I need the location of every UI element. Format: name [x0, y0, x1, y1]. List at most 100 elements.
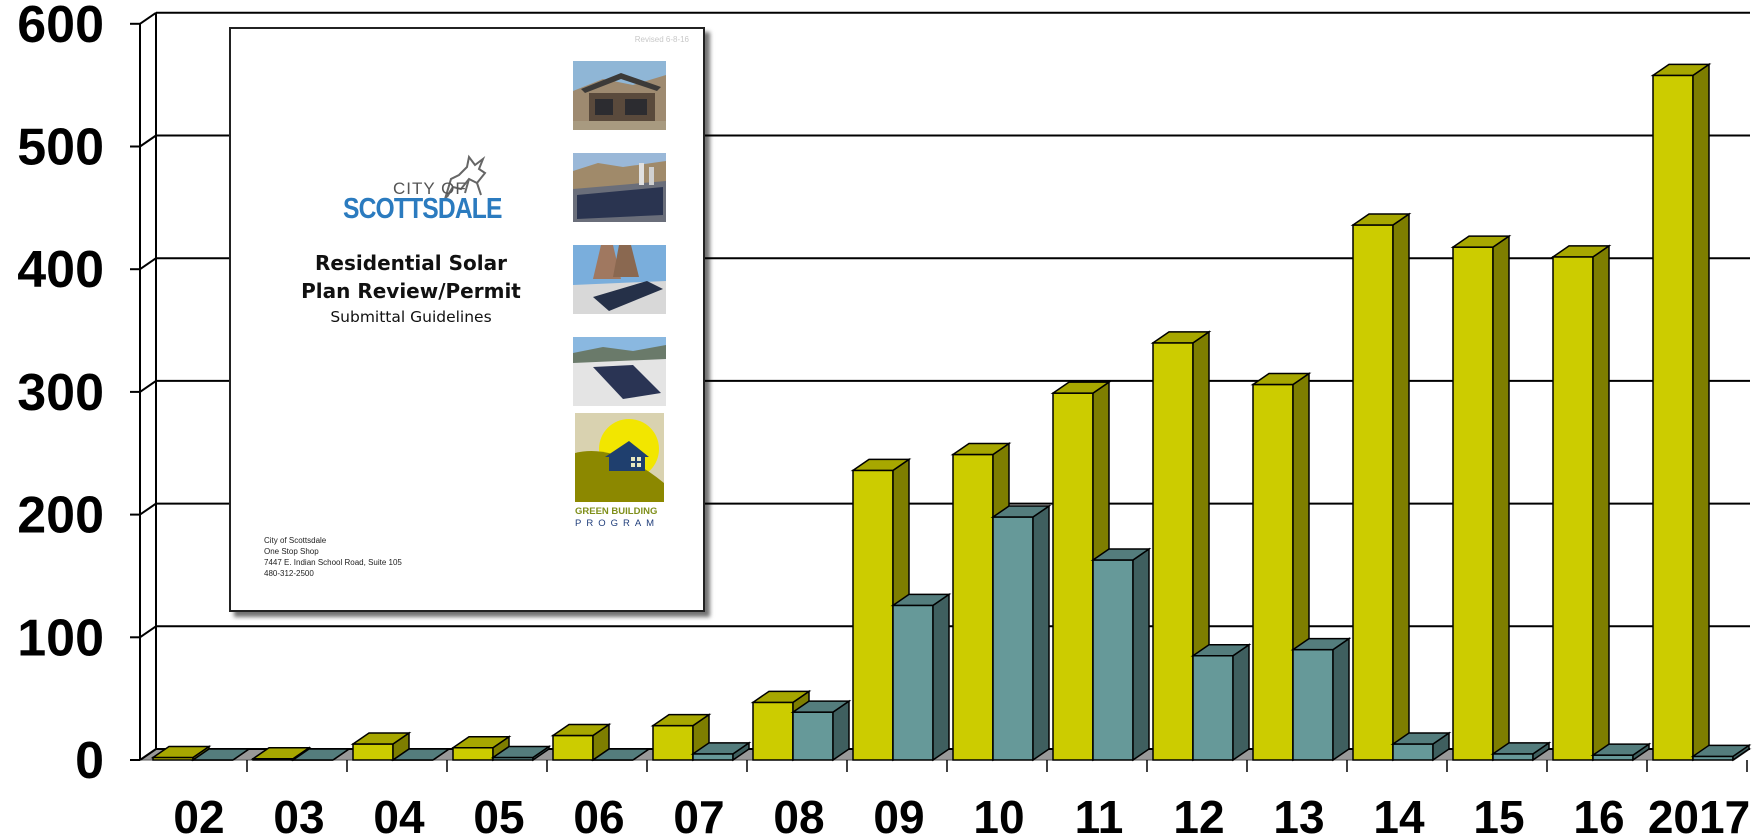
x-tick-label: 04	[373, 791, 425, 839]
bar-front	[1192, 654, 1234, 761]
bar-front	[552, 734, 594, 761]
x-tick-label: 03	[273, 791, 324, 839]
gridline-side	[139, 625, 157, 639]
bar-front	[1552, 256, 1594, 761]
bar-side	[1692, 62, 1710, 762]
x-tick-label: 06	[573, 791, 624, 839]
bar-side	[1032, 504, 1050, 762]
y-tick-label: 0	[75, 732, 104, 790]
bar	[790, 699, 852, 762]
bar-top	[1390, 732, 1452, 745]
bar	[390, 748, 452, 761]
bar	[1590, 742, 1652, 762]
bar-top	[950, 442, 1012, 456]
gridline-side	[139, 748, 157, 761]
bar-side	[1592, 244, 1610, 762]
green-building-emblem-icon	[575, 413, 664, 502]
logo-scottsdale: SCOTTSDALE	[343, 193, 502, 225]
x-tick-label: 11	[1075, 791, 1124, 839]
bar-side	[1392, 212, 1410, 762]
chimney-panels-photo	[573, 245, 666, 314]
bar-top	[850, 458, 912, 472]
revised-date: Revised 6-8-16	[634, 35, 689, 44]
bar-top	[390, 748, 452, 761]
y-tick-label: 100	[17, 609, 104, 667]
bar-front	[1492, 753, 1534, 761]
gridline-side	[139, 11, 157, 25]
doc-subtitle: Submittal Guidelines	[330, 308, 492, 326]
gridline-side	[139, 257, 157, 271]
bar-top	[450, 735, 512, 749]
roof-installers-photo	[573, 153, 666, 222]
bar-top	[190, 748, 252, 761]
city-of-scottsdale-logo: CITY OF SCOTTSDALE	[341, 127, 511, 227]
bar	[1390, 731, 1452, 762]
bar-top	[1490, 742, 1552, 755]
bar	[1290, 637, 1352, 762]
bar-front	[1052, 392, 1094, 761]
y-tick-label: 500	[17, 119, 104, 177]
bar-front	[1392, 743, 1434, 761]
document-cover-inset: Revised 6-8-16 CITY OF SCOTTSDALE Reside…	[229, 27, 705, 612]
bar-top	[890, 593, 952, 607]
house-photo-1	[573, 61, 666, 130]
bar-front	[452, 746, 494, 761]
green-building-logo	[575, 413, 664, 502]
bar-top	[750, 690, 812, 704]
gridline-side	[139, 502, 157, 516]
program-label: PROGRAM	[575, 518, 660, 529]
green-building-label: GREEN BUILDING	[575, 506, 658, 517]
bar-front	[1292, 648, 1334, 761]
x-tick-label: 10	[973, 791, 1024, 839]
bar-front	[952, 453, 994, 761]
gridline-side	[139, 134, 157, 148]
bar-side	[932, 592, 950, 762]
bar-top	[1290, 637, 1352, 651]
doc-title-line1: Residential Solar	[315, 251, 507, 275]
bar-front	[1352, 224, 1394, 761]
bar-front	[352, 743, 394, 761]
bar-top	[990, 505, 1052, 518]
x-tick-label: 16	[1573, 791, 1624, 839]
x-tick-label: 09	[873, 791, 924, 839]
x-axis-ticks: 02 03 04 05 06 07 08 09 10 11 12 13 14 15 16 2017	[173, 760, 1750, 839]
bar-top	[1190, 643, 1252, 657]
bar-top	[1150, 331, 1212, 344]
bar-top	[1450, 235, 1512, 248]
bar-front	[792, 711, 834, 761]
bar	[890, 592, 952, 762]
bar-top	[1550, 245, 1612, 258]
doc-title-line2: Plan Review/Permit	[301, 279, 521, 303]
bar-top	[1590, 743, 1652, 756]
bar-side	[1232, 643, 1250, 762]
bar	[1650, 62, 1712, 762]
address-block: City of Scottsdale One Stop Shop 7447 E.…	[264, 535, 402, 579]
x-tick-label: 08	[773, 791, 824, 839]
bar	[1550, 244, 1612, 762]
bar-front	[1252, 383, 1294, 761]
address-line: 480-312-2500	[264, 569, 314, 578]
bar	[1090, 547, 1152, 762]
bar-side	[1492, 234, 1510, 762]
y-tick-label: 400	[17, 241, 104, 299]
bar-top	[650, 713, 712, 727]
bar-side	[1332, 637, 1350, 762]
address-line: City of Scottsdale	[264, 536, 327, 545]
bar-top	[1050, 381, 1112, 394]
bar-top	[1350, 213, 1412, 226]
bar	[690, 741, 752, 762]
bar-front	[1652, 74, 1694, 761]
bar-front	[892, 604, 934, 761]
bar	[1450, 234, 1512, 762]
bar	[450, 735, 512, 762]
bar-front	[852, 469, 894, 761]
bars	[150, 62, 1752, 762]
x-tick-label: 13	[1273, 791, 1324, 839]
address-line: 7447 E. Indian School Road, Suite 105	[264, 558, 402, 567]
bar	[490, 745, 552, 762]
bar	[1690, 743, 1752, 762]
bar	[1490, 741, 1552, 762]
bar-front	[1152, 342, 1194, 761]
y-tick-label: 600	[17, 0, 104, 54]
bar-front	[992, 516, 1034, 761]
